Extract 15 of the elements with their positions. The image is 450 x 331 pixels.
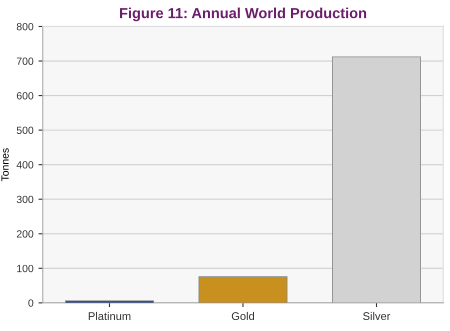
y-tick-label: 100 (17, 264, 34, 272)
y-tick-label: 400 (16, 161, 34, 169)
y-tick-label: 600 (16, 92, 34, 100)
x-tick-label: Gold (232, 312, 254, 320)
y-tick-label: 300 (16, 196, 34, 204)
y-tick-label: 0 (28, 299, 34, 307)
chart-title: Figure 11: Annual World Production (120, 8, 366, 22)
bar (198, 276, 288, 303)
y-tick-label: 200 (16, 230, 34, 238)
y-tick-label: 700 (16, 58, 34, 65)
y-tick-label: 800 (16, 22, 34, 30)
y-axis-title: Tonnes (1, 148, 9, 182)
y-tick-label: 500 (16, 126, 34, 134)
x-tick-label: Platinum (88, 312, 130, 320)
x-tick-label: Silver (363, 312, 390, 320)
